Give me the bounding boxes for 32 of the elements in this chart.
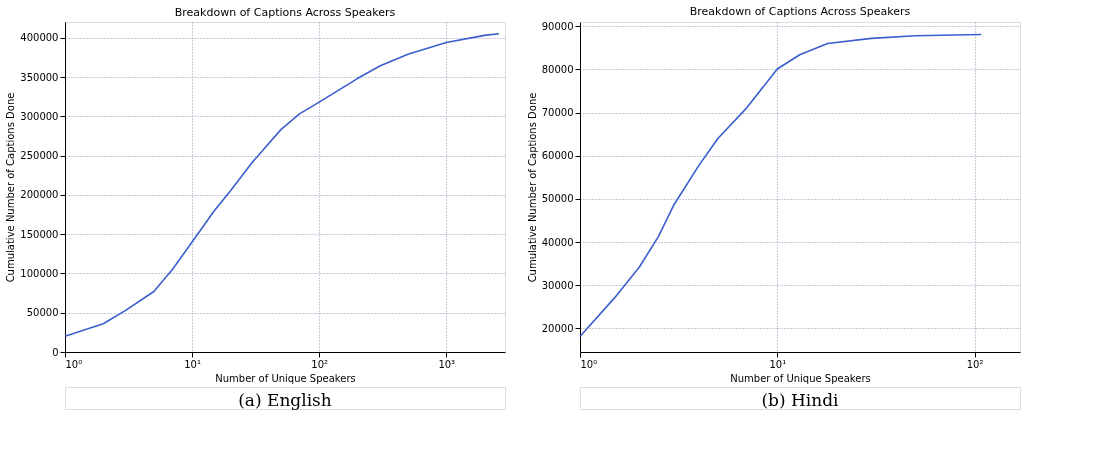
- y-tick-label: 0: [52, 346, 59, 358]
- x-tick-label: 10²: [311, 358, 329, 370]
- y-tick-label: 20000: [541, 322, 574, 334]
- text: (b) Hindi: [761, 390, 840, 410]
- y-tick-label: 50000: [541, 193, 574, 205]
- x-tick-label: 10⁰: [65, 358, 83, 370]
- y-tick-label: 200000: [20, 189, 59, 201]
- y-tick-label: 70000: [541, 107, 574, 119]
- y-tick-label: 30000: [541, 279, 574, 291]
- y-tick-label: 250000: [20, 150, 59, 162]
- x-tick-label: 10³: [438, 358, 456, 370]
- y-tick-label: 50000: [26, 307, 59, 319]
- x-tick-label: 10⁰: [580, 358, 598, 370]
- x-axis-title: Number of Unique Speakers: [215, 372, 356, 384]
- text: (a) English: [238, 390, 332, 410]
- y-tick-label: 90000: [541, 20, 574, 32]
- x-axis-title: Number of Unique Speakers: [730, 372, 871, 384]
- x-tick-label: 10²: [966, 358, 984, 370]
- y-tick-label: 300000: [20, 110, 59, 122]
- y-tick-label: 150000: [20, 228, 59, 240]
- y-tick-label: 350000: [20, 71, 59, 83]
- y-axis-title: Cumulative Number of Captions Done: [5, 92, 17, 283]
- y-tick-label: 60000: [541, 150, 574, 162]
- x-tick-label: 10¹: [769, 358, 787, 370]
- y-tick-label: 40000: [541, 236, 574, 248]
- y-axis-title: Cumulative Number of Captions Done: [526, 92, 538, 283]
- y-tick-label: 100000: [20, 267, 59, 279]
- x-tick-label: 10¹: [184, 358, 201, 370]
- y-tick-label: 80000: [541, 63, 574, 75]
- chart-title: Breakdown of Captions Across Speakers: [174, 6, 396, 19]
- y-tick-label: 400000: [20, 32, 59, 44]
- chart-title: Breakdown of Captions Across Speakers: [689, 5, 911, 19]
